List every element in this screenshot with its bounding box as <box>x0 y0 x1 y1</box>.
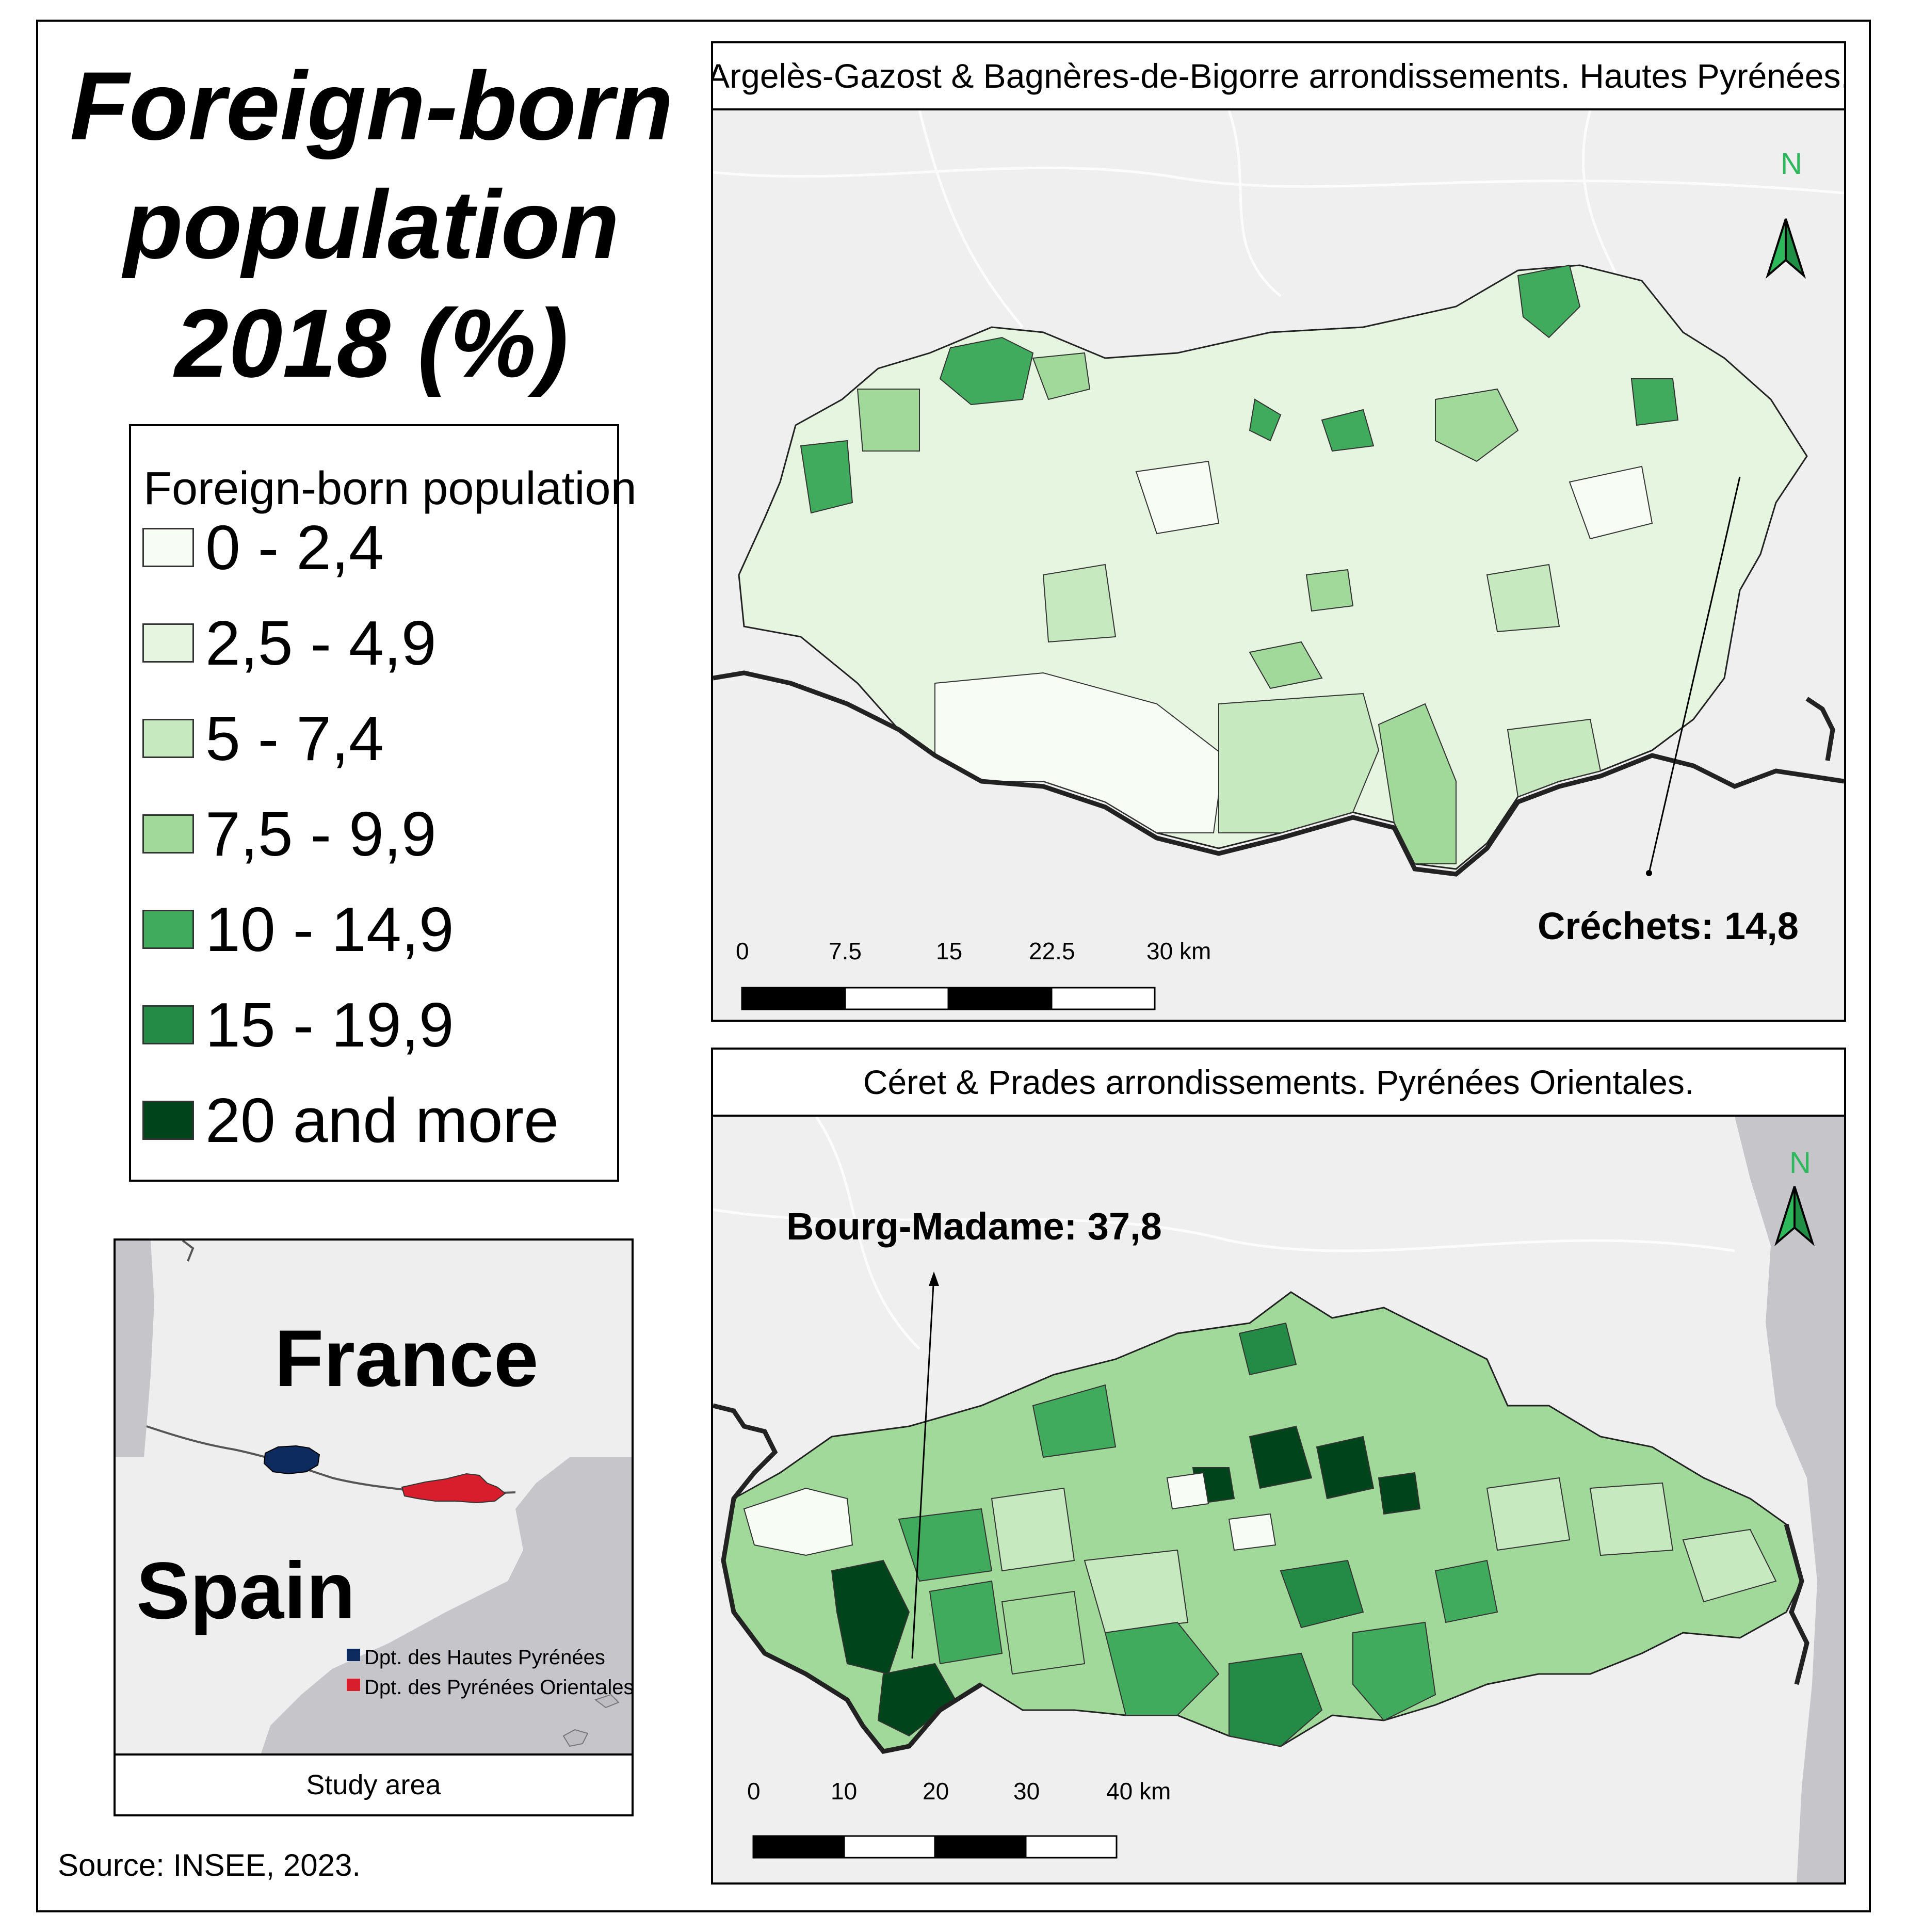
hautes-pyrenees-shape <box>263 1445 320 1475</box>
study-area-inset-map: France Spain Dpt. des Hautes Pyrénées Dp… <box>114 1238 634 1816</box>
scale-tick-2: 20 <box>923 1778 949 1805</box>
key-label-orientales: Dpt. des Pyrénées Orientales <box>364 1676 634 1699</box>
scale-tick-4: 40 km <box>1106 1778 1171 1805</box>
label-spain: Spain <box>136 1546 355 1636</box>
legend-item-class-7: 20 and more <box>142 1079 559 1162</box>
key-swatch-hautes <box>347 1649 360 1661</box>
legend-label: 20 and more <box>205 1085 559 1155</box>
legend-swatch <box>142 910 194 949</box>
scale-bar <box>741 987 1156 1010</box>
callout-bourg-madame: Bourg-Madame: 37,8 <box>786 1205 1162 1248</box>
legend-swatch <box>142 719 194 758</box>
panel-hautes-pyrenees: Argelès-Gazost & Bagnères-de-Bigorre arr… <box>711 41 1846 1022</box>
scale-tick-3: 22.5 <box>1029 938 1075 964</box>
inset-caption: Study area <box>116 1753 632 1814</box>
legend-item-class-4: 7,5 - 9,9 <box>142 793 437 875</box>
scale-tick-1: 10 <box>831 1778 858 1805</box>
legend-label: 7,5 - 9,9 <box>205 799 437 869</box>
panel-pyrenees-orientales: Céret & Prades arrondissements. Pyrénées… <box>711 1048 1846 1885</box>
legend-item-class-2: 2,5 - 4,9 <box>142 602 437 684</box>
legend-label: 2,5 - 4,9 <box>205 608 437 678</box>
map-hautes-pyrenees <box>713 110 1844 1020</box>
legend-label: 0 - 2,4 <box>205 512 384 583</box>
inset-map-graphic <box>116 1241 632 1757</box>
north-arrow-icon <box>1774 1186 1815 1247</box>
international-border <box>713 1403 983 1754</box>
international-border <box>713 670 1844 877</box>
north-label: N <box>1781 147 1802 181</box>
legend-swatch <box>142 1005 194 1044</box>
scale-bar <box>752 1835 1118 1859</box>
north-label: N <box>1789 1146 1811 1180</box>
scale-tick-0: 0 <box>736 938 749 964</box>
callout-leader-line <box>911 1275 935 1659</box>
title-line-2: population <box>123 170 620 279</box>
legend-swatch <box>142 814 194 854</box>
atlantic-ocean <box>116 1241 154 1457</box>
title-line-3: 2018 (%) <box>174 289 569 397</box>
panel-header: Argelès-Gazost & Bagnères-de-Bigorre arr… <box>713 43 1844 110</box>
label-france: France <box>274 1314 539 1404</box>
legend-label: 15 - 19,9 <box>205 990 454 1060</box>
scale-tick-0: 0 <box>747 1778 761 1805</box>
legend-title: Foreign-born population <box>143 463 637 514</box>
legend-item-class-5: 10 - 14,9 <box>142 888 454 971</box>
scale-tick-1: 7.5 <box>829 938 862 964</box>
legend-label: 10 - 14,9 <box>205 894 454 964</box>
callout-leader-line <box>1648 476 1741 874</box>
north-arrow-icon <box>1765 218 1806 279</box>
key-swatch-orientales <box>347 1679 360 1691</box>
source-note: Source: INSEE, 2023. <box>58 1848 361 1882</box>
legend-item-class-6: 15 - 19,9 <box>142 984 454 1066</box>
title-line-1: Foreign-born <box>70 52 673 160</box>
scale-tick-2: 15 <box>936 938 963 964</box>
legend-label: 5 - 7,4 <box>205 703 384 774</box>
map-pyrenees-orientales <box>713 1117 1844 1882</box>
scale-tick-3: 30 <box>1013 1778 1040 1805</box>
mediterranean-sea <box>1735 1117 1844 1882</box>
map-layout-frame <box>36 20 1871 1912</box>
key-label-hautes: Dpt. des Hautes Pyrénées <box>364 1646 605 1669</box>
legend-swatch <box>142 1101 194 1140</box>
legend-swatch <box>142 623 194 663</box>
scale-tick-4: 30 km <box>1146 938 1211 964</box>
legend-item-class-3: 5 - 7,4 <box>142 697 384 780</box>
panel-header: Céret & Prades arrondissements. Pyrénées… <box>713 1050 1844 1117</box>
legend-swatch <box>142 528 194 567</box>
legend-box: Foreign-born population 0 - 2,4 2,5 - 4,… <box>129 424 637 1182</box>
map-title: Foreign-born population 2018 (%) <box>57 46 686 403</box>
legend-item-class-1: 0 - 2,4 <box>142 506 384 589</box>
pyrenees-orientales-shape <box>401 1473 506 1504</box>
callout-crechets: Créchets: 14,8 <box>1538 905 1799 947</box>
